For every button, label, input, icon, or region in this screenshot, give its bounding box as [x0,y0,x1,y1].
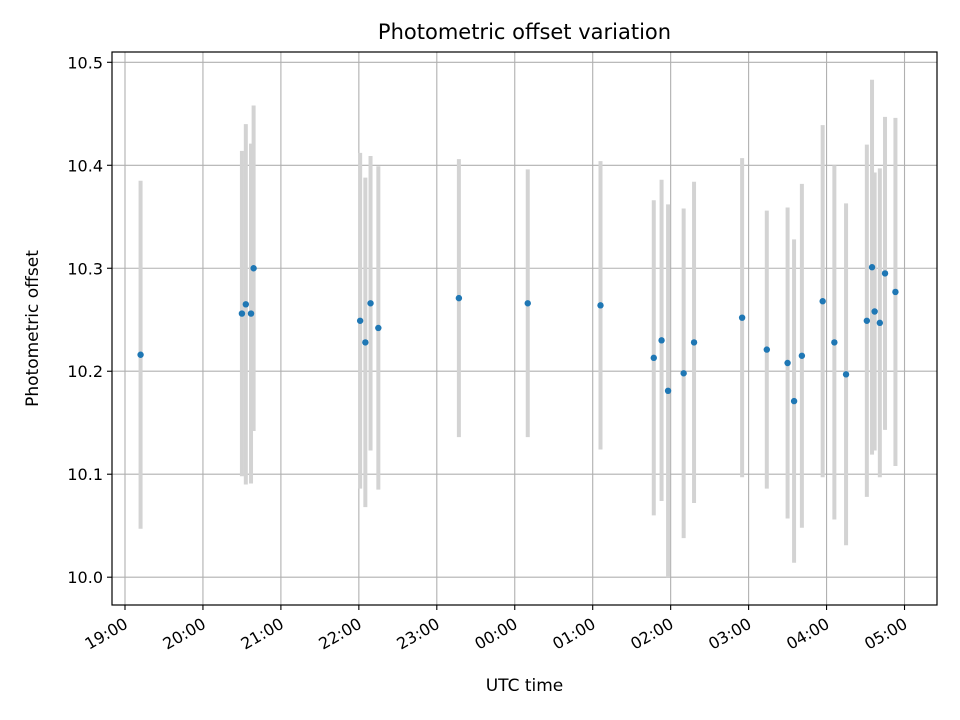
data-point [455,294,463,302]
data-points [137,264,899,405]
data-point [868,264,876,271]
chart-title: Photometric offset variation [378,20,671,44]
y-tick-label: 10.5 [67,53,103,72]
y-axis-label: Photometric offset [23,250,43,407]
data-point [876,319,884,327]
data-point [738,314,746,321]
data-point [892,288,899,296]
data-point [680,370,687,377]
y-tick-label: 10.3 [67,259,103,278]
data-point [763,346,771,353]
data-point [790,397,798,405]
data-point [238,310,246,317]
data-point [362,339,369,346]
data-point [524,300,531,307]
data-point [798,352,806,359]
grid [112,52,937,605]
data-point [784,359,791,367]
data-point [690,339,698,346]
data-point [250,265,257,272]
data-point [367,300,374,307]
data-point [658,337,665,344]
data-point [863,317,871,324]
data-point [650,354,657,362]
data-point [831,339,838,346]
data-point [375,324,382,332]
y-tick-label: 10.1 [67,465,103,484]
data-point [819,298,826,305]
data-point [247,310,255,317]
data-point [842,371,850,378]
data-point [881,270,889,277]
data-point [664,387,672,395]
y-axis: 10.0 10.1 10.2 10.3 10.4 10.5 [67,53,112,587]
x-axis-label: UTC time [486,676,564,696]
y-tick-label: 10.0 [67,568,103,587]
data-point [137,351,144,358]
y-tick-label: 10.2 [67,362,103,381]
data-point [597,302,604,309]
data-point [242,301,250,308]
data-point [871,308,878,315]
data-point [356,317,364,324]
plot-frame [111,51,938,606]
y-tick-label: 10.4 [67,156,103,175]
